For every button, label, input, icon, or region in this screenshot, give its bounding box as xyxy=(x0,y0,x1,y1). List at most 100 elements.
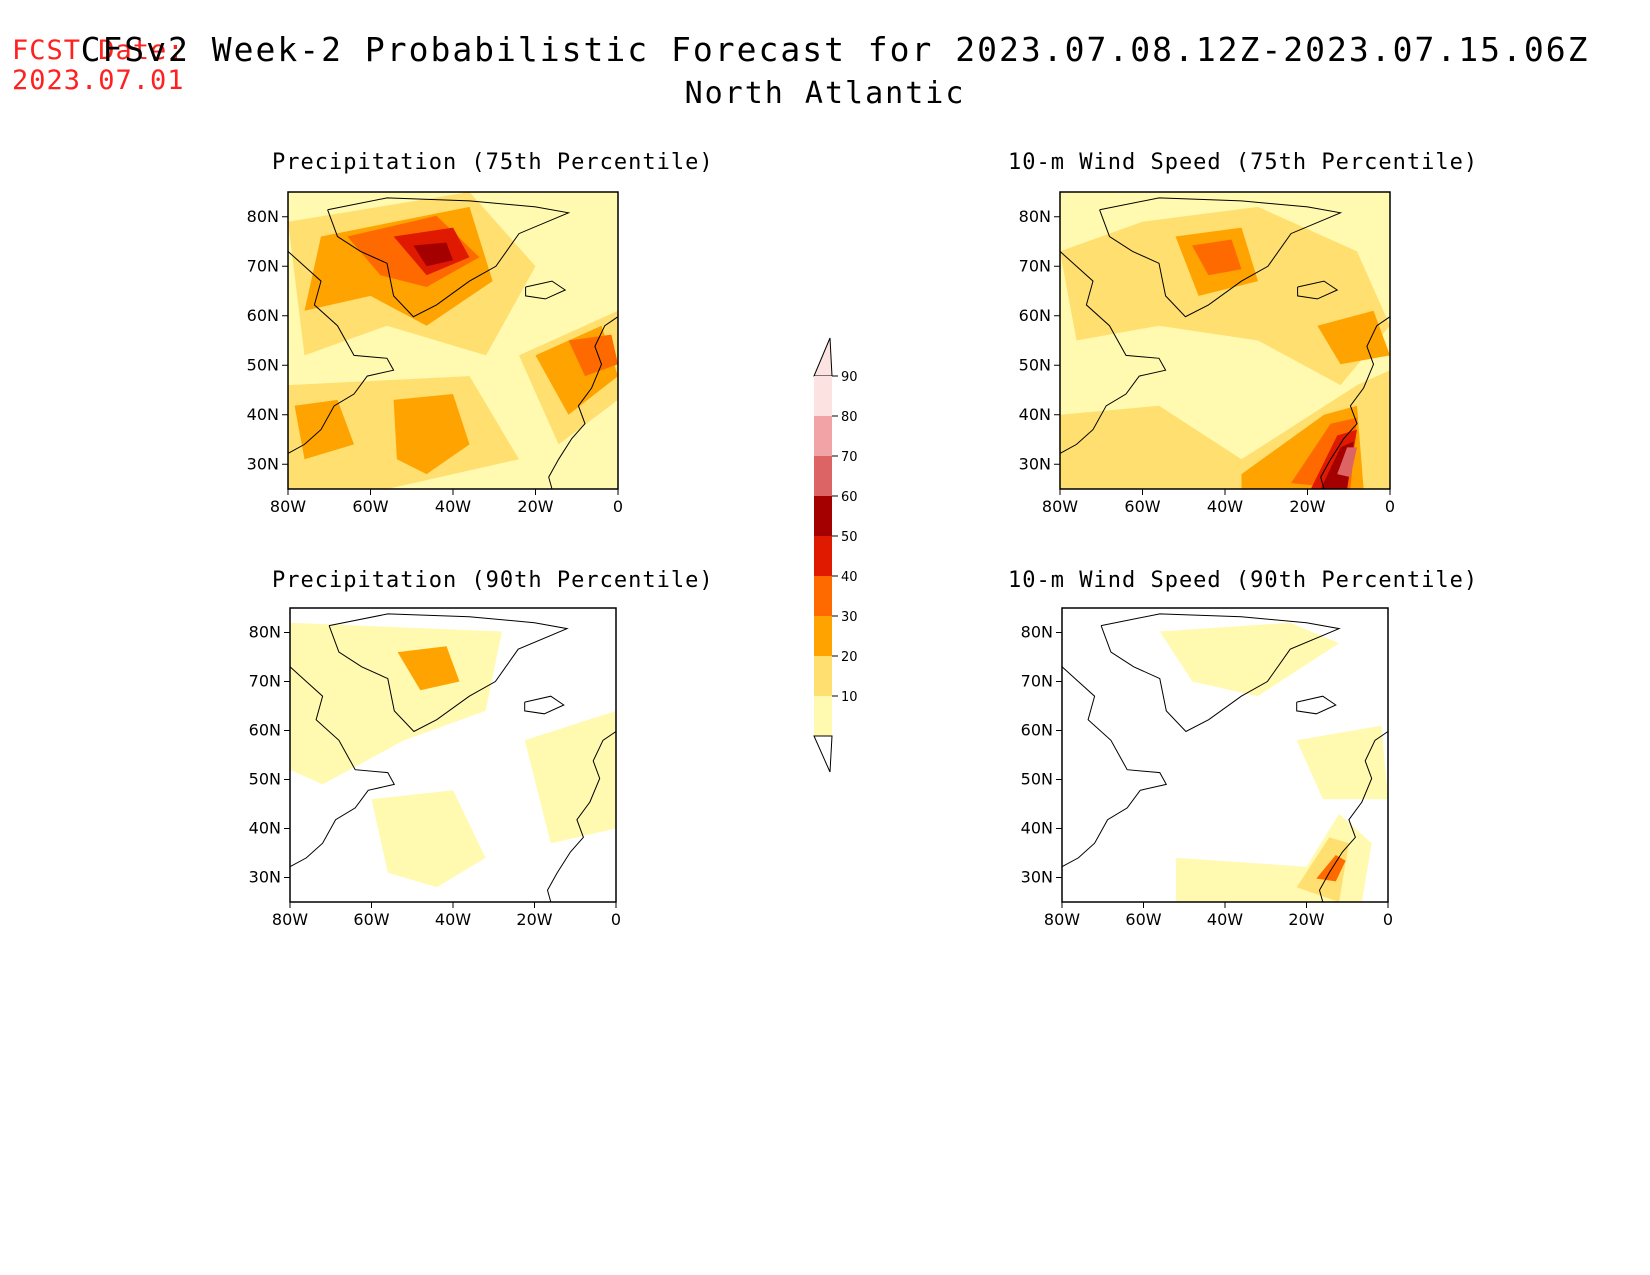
lat-tick-label: 50N xyxy=(247,355,279,374)
map-panel-wind-90: 80N 70N 60N 50N 40N 30N 80W 60W 40W 20W 0 xyxy=(1021,607,1393,929)
coastline xyxy=(1100,613,1341,733)
panel-title-precip-90: Precipitation (90th Percentile) xyxy=(272,568,714,593)
lat-tick-label: 30N xyxy=(249,868,281,887)
lat-tick-label: 60N xyxy=(1021,721,1053,740)
lat-tick-label: 40N xyxy=(1021,819,1053,838)
probability-shading-region xyxy=(1159,622,1340,697)
lon-tick-label: 40W xyxy=(1207,910,1243,929)
colorbar-label: 30 xyxy=(841,610,858,625)
lat-tick-label: 30N xyxy=(1019,454,1051,473)
lon-tick-label: 80W xyxy=(272,910,308,929)
panel-title-precip-75: Precipitation (75th Percentile) xyxy=(272,150,714,175)
lat-tick-label: 50N xyxy=(249,770,281,789)
probability-shading-region xyxy=(294,399,354,460)
colorbar-swatch xyxy=(814,376,832,416)
probability-shading-region xyxy=(524,710,616,844)
lat-tick-label: 30N xyxy=(247,454,279,473)
lat-tick-label: 80N xyxy=(1021,623,1053,642)
lat-tick-label: 40N xyxy=(249,819,281,838)
panel-title-wind-90: 10-m Wind Speed (90th Percentile) xyxy=(1008,568,1479,593)
colorbar-label: 80 xyxy=(841,410,858,425)
colorbar-swatch xyxy=(814,416,832,456)
colorbar-swatch xyxy=(814,696,832,736)
coastline xyxy=(524,695,565,715)
probability-shading-region xyxy=(1317,310,1390,365)
lon-tick-label: 40W xyxy=(1207,497,1243,516)
lon-tick-label: 0 xyxy=(1385,497,1395,516)
probability-shading-region xyxy=(1060,206,1390,386)
lon-tick-label: 60W xyxy=(352,497,388,516)
colorbar-label: 50 xyxy=(841,530,858,545)
coastline xyxy=(1296,695,1337,715)
coastline xyxy=(327,197,571,318)
lon-tick-label: 20W xyxy=(1289,497,1325,516)
map-panel-precip-90: 80N 70N 60N 50N 40N 30N 80W 60W 40W 20W 0 xyxy=(249,607,621,929)
map-panel-precip-75: 80N 70N 60N 50N 40N 30N 80W 60W 40W 20W 0 xyxy=(247,191,623,516)
lon-tick-label: 80W xyxy=(1042,497,1078,516)
colorbar-label: 20 xyxy=(841,650,858,665)
colorbar-swatch xyxy=(814,496,832,536)
probability-shading-region xyxy=(393,394,470,475)
lon-tick-label: 60W xyxy=(1124,497,1160,516)
panel-title-wind-75: 10-m Wind Speed (75th Percentile) xyxy=(1008,150,1479,175)
lon-tick-label: 0 xyxy=(611,910,621,929)
probability-shading-region xyxy=(1296,837,1349,902)
coastline xyxy=(328,613,569,733)
region-subtitle: North Atlantic xyxy=(684,76,966,111)
color-scale-legend: 90 80 70 60 50 40 30 20 10 xyxy=(813,337,858,773)
colorbar-swatch xyxy=(814,536,832,576)
probability-shading-region xyxy=(371,790,486,888)
forecast-date-label: FCST Date: xyxy=(12,35,185,66)
coastline xyxy=(546,731,617,903)
lon-tick-label: 20W xyxy=(516,910,552,929)
colorbar-label: 40 xyxy=(841,570,858,585)
coastline xyxy=(1059,251,1167,454)
lat-tick-label: 70N xyxy=(1019,256,1051,275)
lat-tick-label: 60N xyxy=(249,721,281,740)
lon-tick-label: 0 xyxy=(1383,910,1393,929)
lon-tick-label: 60W xyxy=(353,910,389,929)
probability-shading-region xyxy=(1192,239,1242,276)
lat-tick-label: 60N xyxy=(1019,306,1051,325)
coastline xyxy=(1297,280,1339,300)
colorbar-label: 60 xyxy=(841,490,858,505)
lat-tick-label: 80N xyxy=(1019,207,1051,226)
lat-tick-label: 40N xyxy=(247,405,279,424)
colorbar-bottom-cap xyxy=(813,735,833,773)
probability-shading-region xyxy=(1296,725,1388,800)
coastline xyxy=(1318,731,1389,903)
coastline xyxy=(1320,316,1391,490)
page-title: CFSv2 Week-2 Probabilistic Forecast for … xyxy=(80,30,1590,69)
lon-tick-label: 80W xyxy=(1044,910,1080,929)
lat-tick-label: 50N xyxy=(1019,355,1051,374)
coastline xyxy=(287,251,395,454)
lon-tick-label: 80W xyxy=(270,497,306,516)
lat-tick-label: 30N xyxy=(1021,868,1053,887)
colorbar-label: 10 xyxy=(841,690,858,705)
colorbar-swatch xyxy=(814,456,832,496)
lon-tick-label: 40W xyxy=(435,497,471,516)
lat-tick-label: 70N xyxy=(249,672,281,691)
coastline xyxy=(289,666,396,868)
colorbar-swatch xyxy=(814,616,832,656)
map-panel-wind-75: 80N 70N 60N 50N 40N 30N 80W 60W 40W 20W 0 xyxy=(1019,191,1395,516)
lat-tick-label: 60N xyxy=(247,306,279,325)
lon-tick-label: 0 xyxy=(613,497,623,516)
lon-tick-label: 60W xyxy=(1125,910,1161,929)
coastline xyxy=(1099,197,1343,318)
lat-tick-label: 40N xyxy=(1019,405,1051,424)
coastline xyxy=(525,280,567,300)
lat-tick-label: 80N xyxy=(247,207,279,226)
colorbar-label: 90 xyxy=(841,370,858,385)
lat-tick-label: 50N xyxy=(1021,770,1053,789)
colorbar-swatch xyxy=(814,656,832,696)
lat-tick-label: 70N xyxy=(1021,672,1053,691)
lat-tick-label: 70N xyxy=(247,256,279,275)
probability-shading-region xyxy=(397,646,460,691)
coastline xyxy=(1061,666,1168,868)
colorbar-label: 70 xyxy=(841,450,858,465)
coastline xyxy=(548,316,619,490)
forecast-date-value: 2023.07.01 xyxy=(12,65,185,96)
lat-tick-label: 80N xyxy=(249,623,281,642)
lon-tick-label: 20W xyxy=(1288,910,1324,929)
